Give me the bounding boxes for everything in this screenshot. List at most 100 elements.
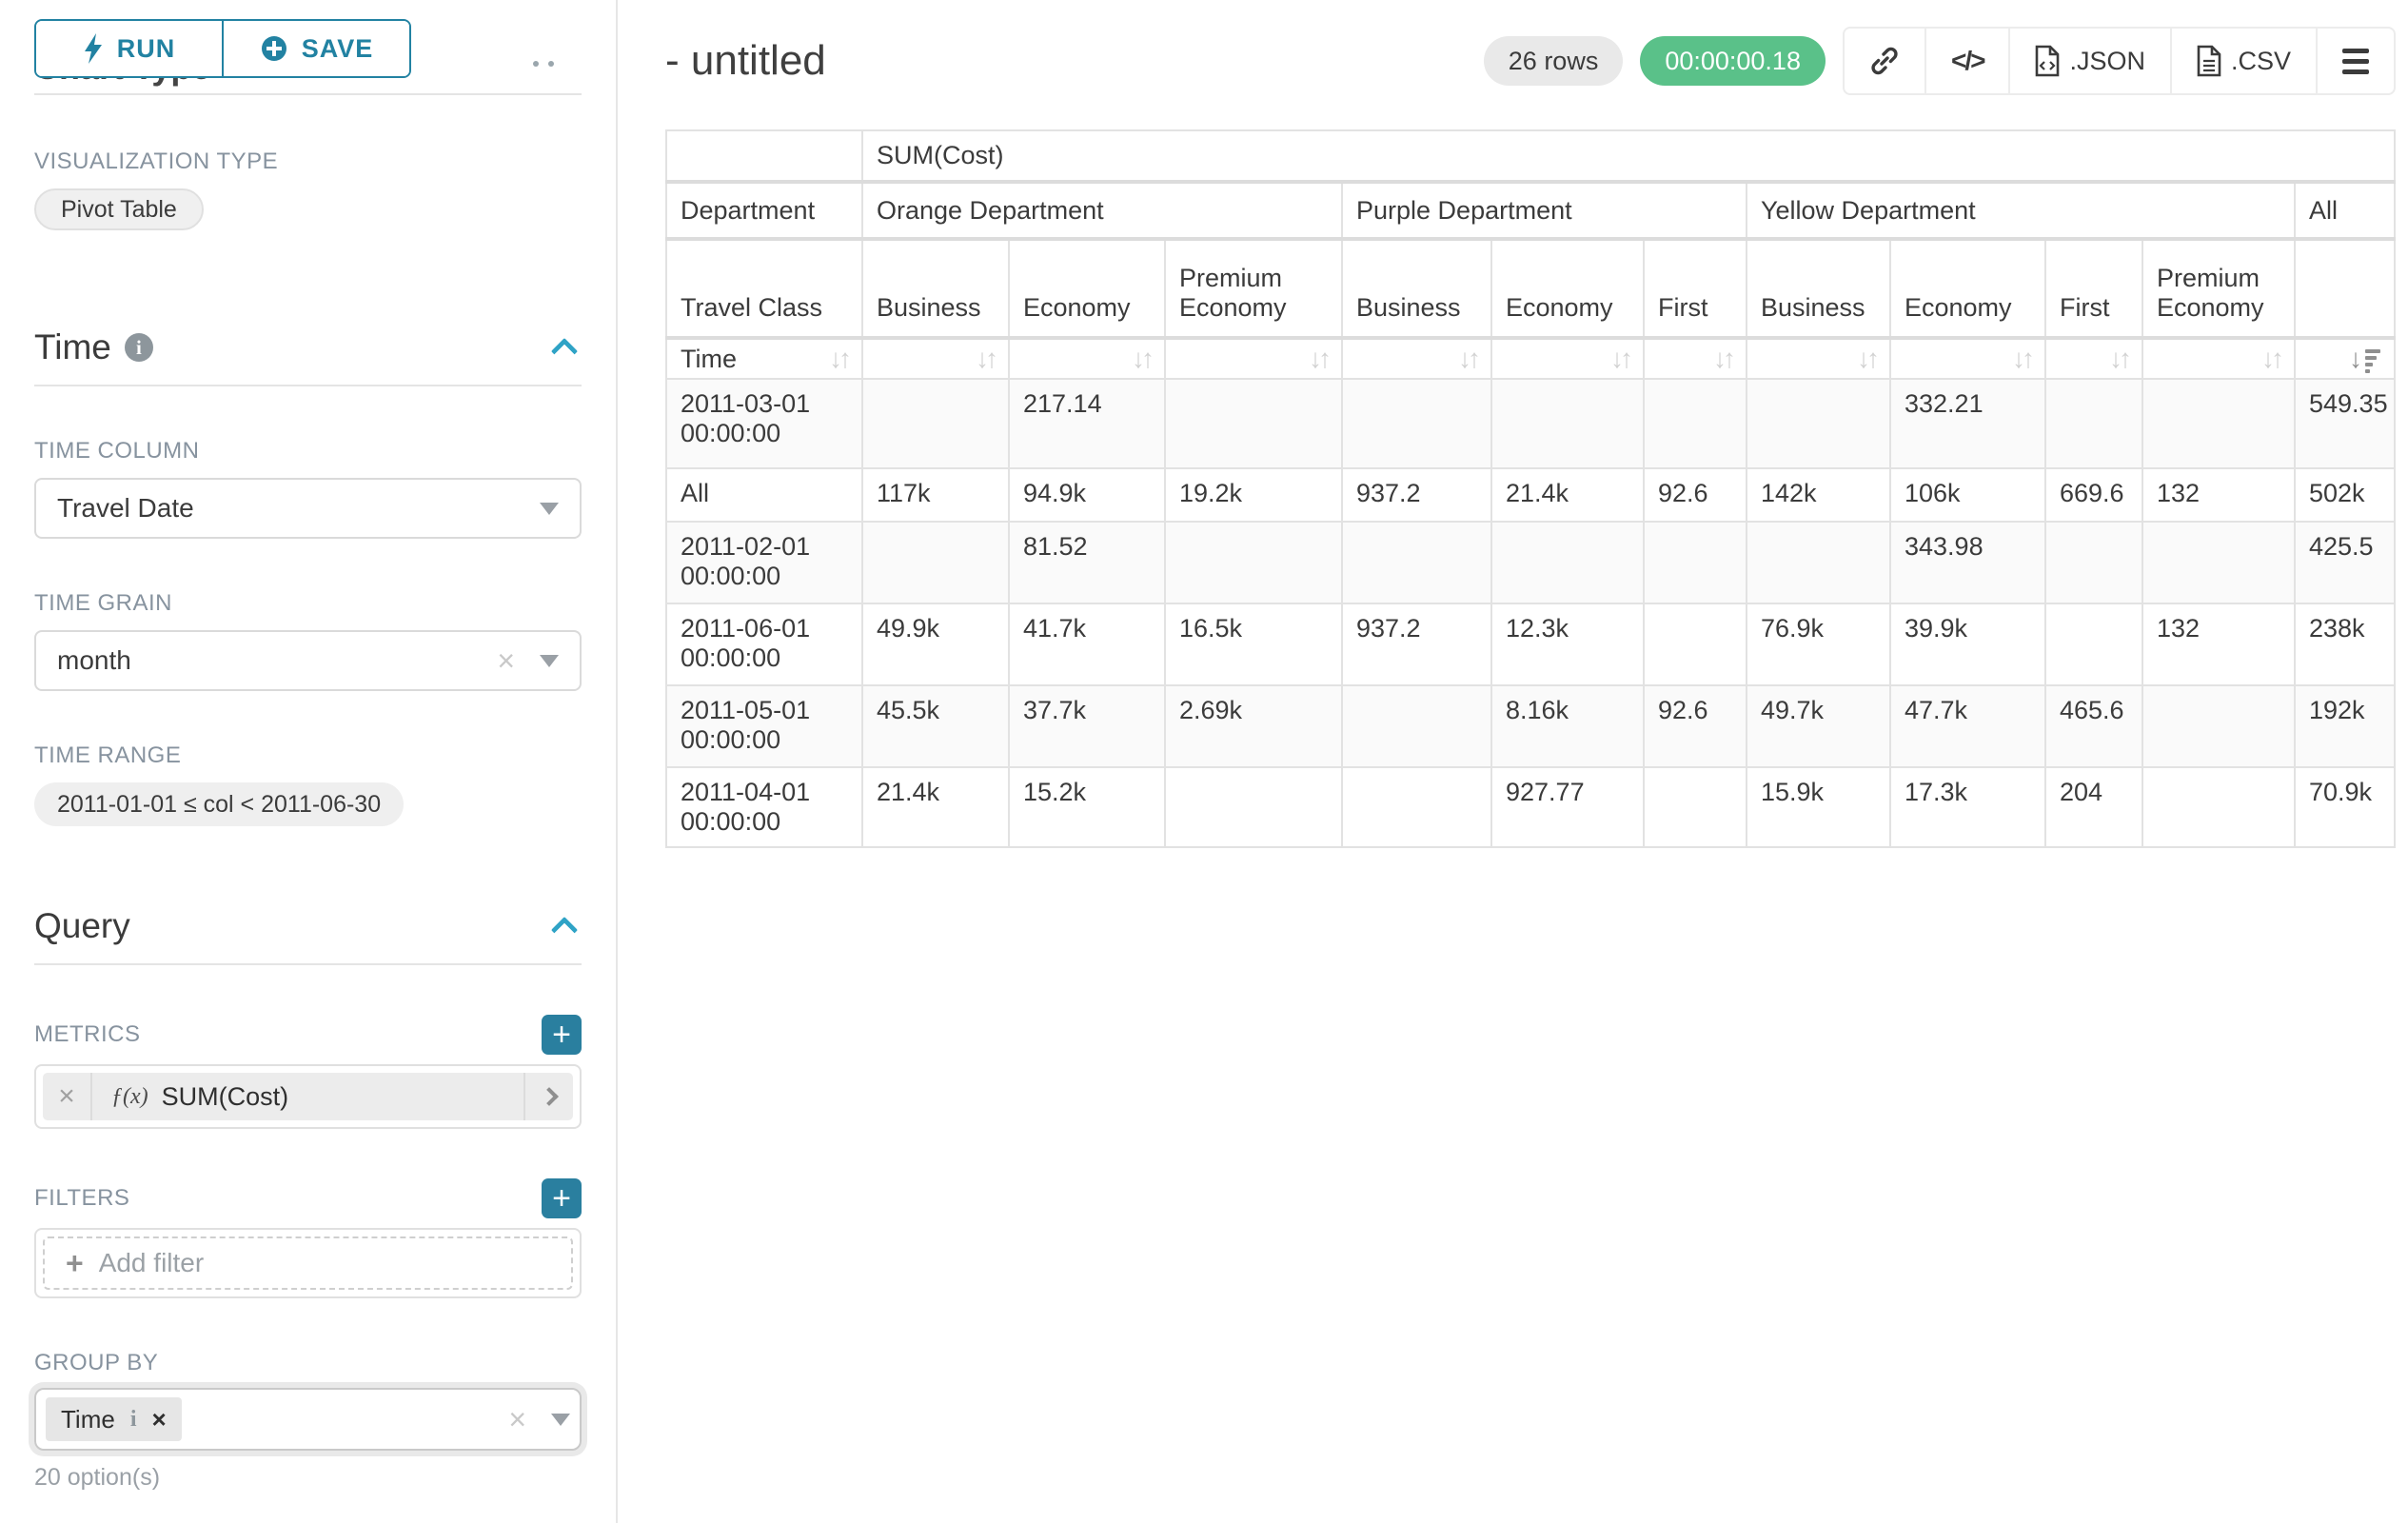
time-column-value: Travel Date xyxy=(57,493,194,523)
cell: 94.9k xyxy=(1008,467,1166,523)
cell xyxy=(1164,766,1343,848)
cell xyxy=(1164,521,1343,604)
column-header: Economy xyxy=(1490,238,1645,340)
metrics-label-row: METRICS + xyxy=(34,1015,582,1055)
expand-metric-button[interactable] xyxy=(523,1073,573,1120)
group-by-options-hint: 20 option(s) xyxy=(34,1464,161,1491)
pivot-table: SUM(Cost) Department Orange Department P… xyxy=(665,129,2397,848)
query-timer-badge: 00:00:00.18 xyxy=(1640,36,1826,86)
embed-code-button[interactable]: </> xyxy=(1924,29,2008,93)
sort-cell-active: ↓ xyxy=(2293,337,2397,380)
time-range-pill[interactable]: 2011-01-01 ≤ col < 2011-06-30 xyxy=(34,782,405,826)
sort-icon[interactable]: ↓↑ xyxy=(2261,344,2284,373)
sort-icon[interactable]: ↓↑ xyxy=(1309,344,1332,373)
cell xyxy=(1490,378,1645,469)
cell xyxy=(861,378,1010,469)
metrics-label: METRICS xyxy=(34,1021,141,1047)
cell xyxy=(1643,521,1747,604)
cell: 49.7k xyxy=(1746,684,1891,768)
cell: 669.6 xyxy=(2044,467,2143,523)
copy-link-button[interactable] xyxy=(1845,29,1924,93)
cell xyxy=(1746,521,1891,604)
cell: 21.4k xyxy=(1490,467,1645,523)
divider xyxy=(34,385,582,386)
select-controls: × xyxy=(508,1404,570,1434)
sort-cell: ↓↑ xyxy=(1643,337,1747,380)
time-column-select[interactable]: Travel Date xyxy=(34,478,582,539)
run-button[interactable]: RUN xyxy=(36,21,222,76)
plus-circle-icon xyxy=(260,34,288,63)
cell: 425.5 xyxy=(2293,521,2397,604)
metric-value: SUM(Cost) xyxy=(161,1081,289,1111)
column-header: Premium Economy xyxy=(2142,238,2296,340)
plus-icon: + xyxy=(66,1245,84,1280)
metrics-container: × ƒ(x) SUM(Cost) xyxy=(34,1064,582,1129)
time-grain-label: TIME GRAIN xyxy=(34,590,173,616)
chart-header: - untitled 26 rows 00:00:00.18 xyxy=(665,27,2396,95)
bolt-icon xyxy=(83,33,104,64)
sort-icon[interactable]: ↓↑ xyxy=(1458,344,1481,373)
sort-cell: ↓↑ xyxy=(1008,337,1166,380)
sort-icon[interactable]: ↓↑ xyxy=(829,344,852,373)
cell: 39.9k xyxy=(1889,603,2046,686)
time-grain-select[interactable]: month × xyxy=(34,630,582,691)
metric-item[interactable]: × ƒ(x) SUM(Cost) xyxy=(43,1073,573,1120)
export-csv-button[interactable]: .CSV xyxy=(2169,29,2316,93)
department-corner-cell: Department xyxy=(665,181,863,241)
table-row: 2011-04-01 00:00:00 21.4k 15.2k 927.77 1… xyxy=(665,766,2397,848)
corner-cell xyxy=(665,129,863,184)
sort-icon[interactable]: ↓↑ xyxy=(2109,344,2132,373)
cell: 45.5k xyxy=(861,684,1010,768)
time-grain-value: month xyxy=(57,645,131,675)
chevron-up-icon[interactable] xyxy=(550,916,579,944)
cell: 19.2k xyxy=(1164,467,1343,523)
save-button[interactable]: SAVE xyxy=(222,21,409,76)
cell: 8.16k xyxy=(1490,684,1645,768)
add-filter-plus-button[interactable]: + xyxy=(542,1178,582,1218)
table-row: 2011-06-01 00:00:00 49.9k 41.7k 16.5k 93… xyxy=(665,603,2397,686)
clear-icon[interactable]: × xyxy=(508,1402,526,1436)
cell: 238k xyxy=(2293,603,2397,686)
caret-down-icon xyxy=(540,502,559,515)
sort-icon[interactable]: ↓↑ xyxy=(1857,344,1880,373)
remove-metric-icon[interactable]: × xyxy=(43,1073,92,1120)
link-icon xyxy=(1869,46,1900,76)
cell: 142k xyxy=(1746,467,1891,523)
save-button-label: SAVE xyxy=(301,33,374,63)
add-filter-dropzone[interactable]: + Add filter xyxy=(43,1236,573,1290)
file-json-icon xyxy=(2035,45,2060,77)
group-by-select[interactable]: Time i × × xyxy=(34,1388,582,1451)
department-header-row: Department Orange Department Purple Depa… xyxy=(665,181,2397,241)
query-section-title: Query xyxy=(34,906,130,945)
chip-label: Time xyxy=(61,1404,115,1434)
export-button-group: </> .JSON xyxy=(1842,27,2396,95)
filters-container: + Add filter xyxy=(34,1228,582,1298)
sort-icon[interactable]: ↓↑ xyxy=(1713,344,1736,373)
cell: 15.9k xyxy=(1746,766,1891,848)
row-label: 2011-04-01 00:00:00 xyxy=(665,766,863,848)
cell xyxy=(861,521,1010,604)
sort-icon[interactable]: ↓↑ xyxy=(2012,344,2035,373)
sort-descending-icon[interactable]: ↓ xyxy=(2349,345,2381,373)
chart-title[interactable]: - untitled xyxy=(665,37,826,84)
cell: 15.2k xyxy=(1008,766,1166,848)
caret-down-icon xyxy=(540,654,559,667)
sort-icon[interactable]: ↓↑ xyxy=(1132,344,1155,373)
cell: 41.7k xyxy=(1008,603,1166,686)
remove-chip-icon[interactable]: × xyxy=(151,1404,167,1434)
group-by-chip-time[interactable]: Time i × xyxy=(46,1397,182,1441)
sort-cell: ↓↑ xyxy=(2044,337,2143,380)
export-json-button[interactable]: .JSON xyxy=(2008,29,2170,93)
column-header: Business xyxy=(1746,238,1891,340)
add-metric-button[interactable]: + xyxy=(542,1015,582,1055)
visualization-type-pill[interactable]: Pivot Table xyxy=(34,188,204,230)
visualization-type-label: VISUALIZATION TYPE xyxy=(34,148,279,174)
chevron-up-icon[interactable] xyxy=(550,337,579,366)
cell: 81.52 xyxy=(1008,521,1166,604)
sort-icon[interactable]: ↓↑ xyxy=(1610,344,1633,373)
query-section-header: Query xyxy=(34,906,582,946)
clear-icon[interactable]: × xyxy=(497,643,515,678)
chart-header-controls: 26 rows 00:00:00.18 </> xyxy=(1483,27,2396,95)
menu-button[interactable] xyxy=(2316,29,2394,93)
sort-icon[interactable]: ↓↑ xyxy=(976,344,998,373)
